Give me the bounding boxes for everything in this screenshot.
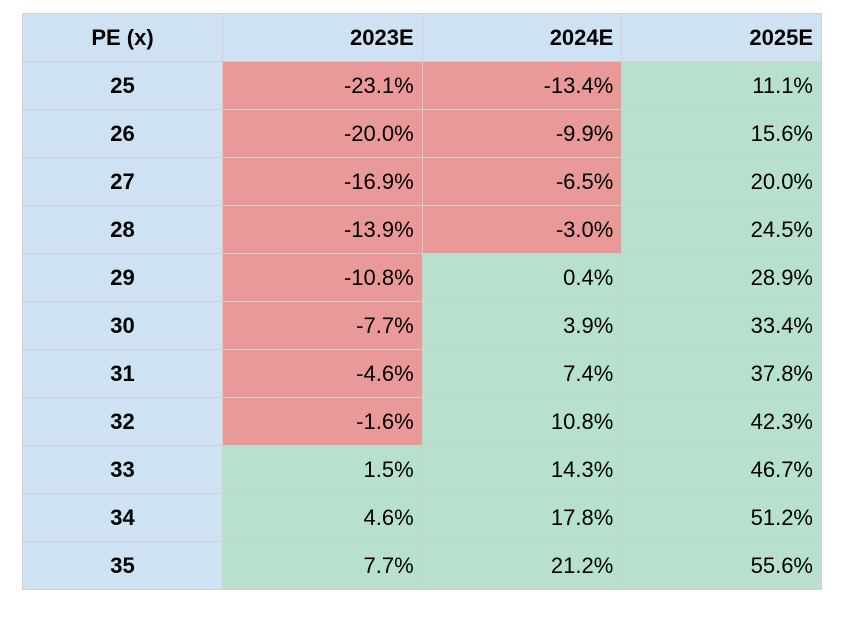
value-cell-2024e: -13.4%: [421, 61, 623, 110]
value-cell-2024e: 21.2%: [421, 541, 623, 590]
value-cell-2023e: 4.6%: [222, 493, 423, 542]
pe-cell: 35: [22, 541, 223, 590]
value-cell-2024e: 17.8%: [421, 493, 623, 542]
value-cell-2023e: -20.0%: [222, 109, 423, 158]
header-row: PE (x) 2023E 2024E 2025E: [22, 13, 822, 62]
value-cell-2024e: -9.9%: [421, 109, 623, 158]
value-cell-2024e: -3.0%: [421, 205, 623, 254]
value-cell-2023e: -7.7%: [222, 301, 423, 350]
value-cell-2024e: -6.5%: [421, 157, 623, 206]
table-row: 27 -16.9% -6.5% 20.0%: [22, 157, 822, 206]
pe-cell: 25: [22, 61, 223, 110]
header-pe: PE (x): [22, 13, 223, 62]
value-cell-2025e: 28.9%: [621, 253, 822, 302]
value-cell-2023e: 1.5%: [222, 445, 423, 494]
value-cell-2025e: 51.2%: [621, 493, 822, 542]
sensitivity-table: PE (x) 2023E 2024E 2025E 25 -23.1% -13.4% 1…: [22, 13, 822, 590]
value-cell-2024e: 10.8%: [421, 397, 623, 446]
table-body: 25 -23.1% -13.4% 11.1% 26 -20.0% -9.9% 15.6% 27-…: [22, 61, 822, 590]
value-cell-2023e: -13.9%: [222, 205, 423, 254]
value-cell-2025e: 20.0%: [621, 157, 822, 206]
header-2024e: 2024E: [421, 13, 623, 62]
value-cell-2025e: 33.4%: [621, 301, 822, 350]
value-cell-2025e: 24.5%: [621, 205, 822, 254]
table-row: 35 7.7% 21.2% 55.6%: [22, 541, 822, 590]
pe-cell: 33: [22, 445, 223, 494]
pe-cell: 34: [22, 493, 223, 542]
pe-cell: 26: [22, 109, 223, 158]
table-row: 31 -4.6% 7.4% 37.8%: [22, 349, 822, 398]
value-cell-2024e: 7.4%: [421, 349, 623, 398]
pe-cell: 30: [22, 301, 223, 350]
value-cell-2025e: 42.3%: [621, 397, 822, 446]
value-cell-2025e: 55.6%: [621, 541, 822, 590]
value-cell-2024e: 14.3%: [421, 445, 623, 494]
value-cell-2025e: 37.8%: [621, 349, 822, 398]
value-cell-2023e: -1.6%: [222, 397, 423, 446]
value-cell-2023e: -4.6%: [222, 349, 423, 398]
header-2025e: 2025E: [621, 13, 822, 62]
value-cell-2023e: -23.1%: [222, 61, 423, 110]
table-row: 25 -23.1% -13.4% 11.1%: [22, 61, 822, 110]
table-row: 34 4.6% 17.8% 51.2%: [22, 493, 822, 542]
table-row: 30 -7.7% 3.9% 33.4%: [22, 301, 822, 350]
pe-cell: 28: [22, 205, 223, 254]
value-cell-2023e: -16.9%: [222, 157, 423, 206]
pe-cell: 27: [22, 157, 223, 206]
value-cell-2024e: 0.4%: [421, 253, 623, 302]
value-cell-2025e: 46.7%: [621, 445, 822, 494]
pe-cell: 32: [22, 397, 223, 446]
table-row: 32 -1.6% 10.8% 42.3%: [22, 397, 822, 446]
table-row: 33 1.5% 14.3% 46.7%: [22, 445, 822, 494]
value-cell-2023e: 7.7%: [222, 541, 423, 590]
table-row: 26 -20.0% -9.9% 15.6%: [22, 109, 822, 158]
pe-cell: 31: [22, 349, 223, 398]
value-cell-2024e: 3.9%: [421, 301, 623, 350]
header-2023e: 2023E: [222, 13, 423, 62]
value-cell-2025e: 11.1%: [621, 61, 822, 110]
pe-cell: 29: [22, 253, 223, 302]
value-cell-2023e: -10.8%: [222, 253, 423, 302]
value-cell-2025e: 15.6%: [621, 109, 822, 158]
table-row: 29 -10.8% 0.4% 28.9%: [22, 253, 822, 302]
table-row: 28 -13.9% -3.0% 24.5%: [22, 205, 822, 254]
